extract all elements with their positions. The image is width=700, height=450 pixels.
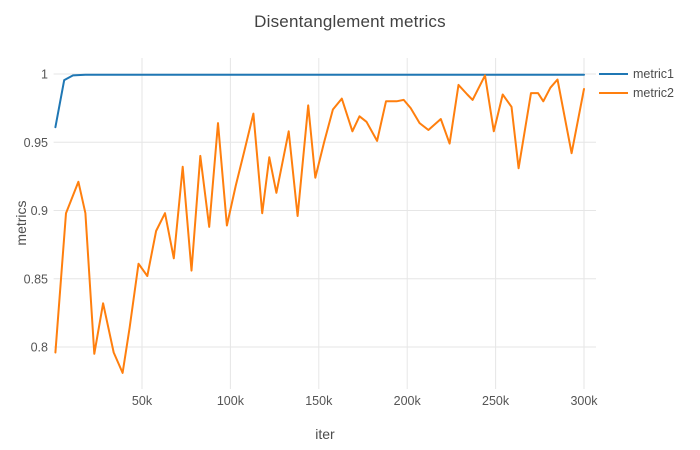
legend-swatch-metric2-line-icon (599, 91, 628, 94)
x-tick-label: 250k (482, 394, 510, 408)
legend: metric1 metric2 (599, 64, 674, 102)
legend-item-metric1[interactable]: metric1 (599, 64, 674, 83)
y-tick-label: 1 (41, 68, 48, 82)
legend-label-metric2: metric2 (633, 85, 674, 100)
y-axis-title: metrics (13, 200, 29, 246)
series-line-metric2 (54, 74, 585, 374)
legend-item-metric2[interactable]: metric2 (599, 83, 674, 102)
x-tick-label: 50k (132, 394, 153, 408)
chart-title: Disentanglement metrics (254, 12, 446, 31)
x-tick-label: 150k (305, 394, 333, 408)
y-tick-label: 0.95 (24, 136, 48, 150)
x-axis-title: iter (315, 426, 335, 442)
x-tick-label: 100k (217, 394, 245, 408)
x-tick-label: 200k (394, 394, 422, 408)
legend-label-metric1: metric1 (633, 66, 674, 81)
legend-swatch-metric1-line-icon (599, 72, 628, 75)
y-tick-label: 0.8 (31, 341, 48, 355)
series-line-metric1 (54, 73, 585, 129)
x-tick-label: 300k (570, 394, 598, 408)
y-tick-label: 0.9 (31, 204, 48, 218)
y-tick-label: 0.85 (24, 272, 48, 286)
